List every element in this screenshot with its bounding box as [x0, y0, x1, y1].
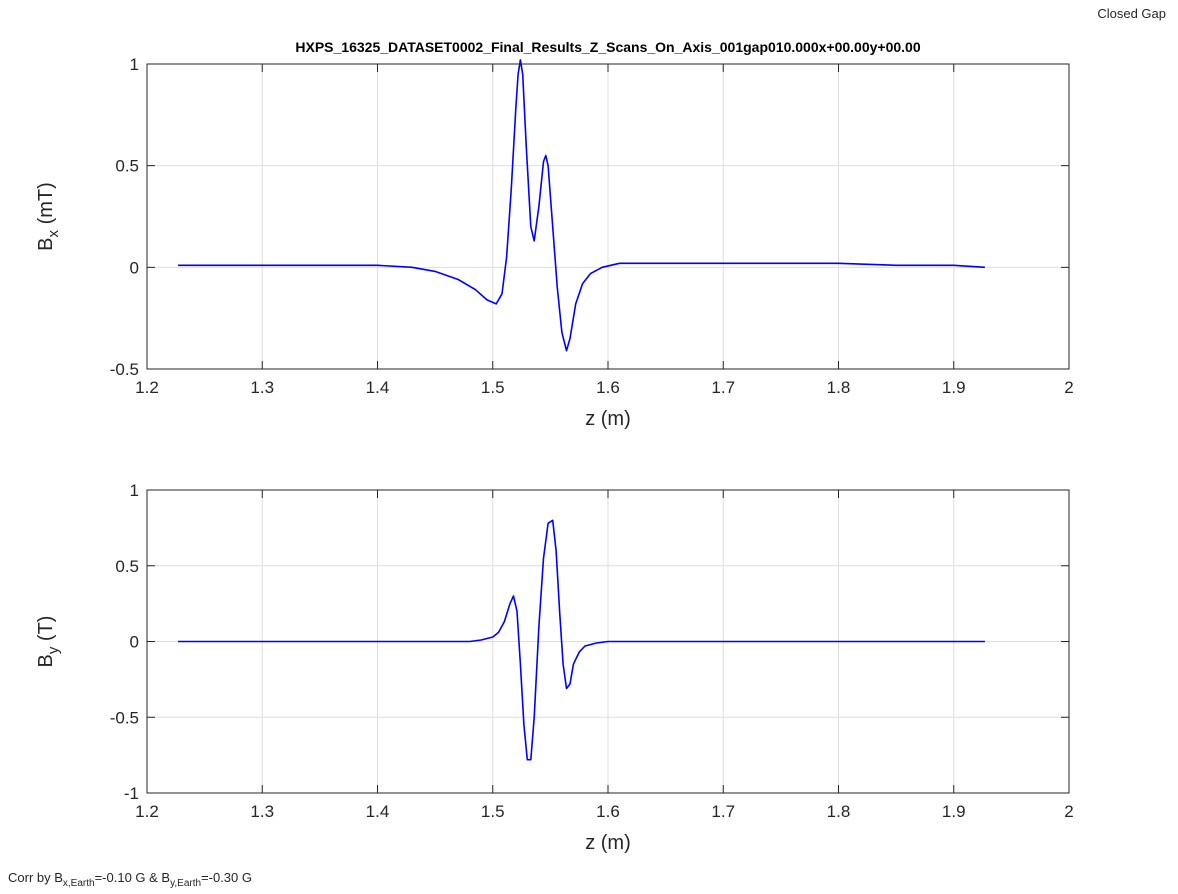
chart1-x-tick-label: 1.8	[827, 802, 851, 821]
chart1-x-tick-label: 1.3	[250, 802, 274, 821]
chart0-y-tick-label: 0.5	[115, 157, 139, 176]
chart1-x-tick-label: 1.9	[942, 802, 966, 821]
chart0-x-tick-label: 1.7	[711, 378, 735, 397]
chart1-x-tick-label: 1.4	[366, 802, 390, 821]
footnote-prefix: Corr by B	[8, 870, 63, 885]
footnote-mid: =-0.10 G & B	[95, 870, 171, 885]
chart0-x-tick-label: 1.3	[250, 378, 274, 397]
chart1-x-tick-label: 2	[1064, 802, 1073, 821]
corner-label: Closed Gap	[1097, 6, 1166, 21]
chart1-y-tick-label: 1	[130, 481, 139, 500]
chart1-y-axis-label-main: B	[35, 654, 57, 667]
chart0-x-axis-label: z (m)	[585, 408, 631, 430]
chart1-y-axis-label-unit: (T)	[35, 616, 57, 647]
chart1-series-line	[178, 519, 985, 761]
chart0-y-axis-label-main: B	[35, 237, 57, 250]
chart0-x-tick-label: 1.8	[827, 378, 851, 397]
chart0-x-tick-label: 1.6	[596, 378, 620, 397]
plot-bx: 1.2 1.3 1.4 1.5 1.6 1.7 1.8 1.9 2 -0.5 0 0.5 1 z (m) B…	[35, 39, 1074, 430]
chart0-series-line	[178, 59, 985, 352]
chart1-y-axis-label-sub: y	[45, 646, 62, 654]
chart1-y-tick-label: 0.5	[115, 557, 139, 576]
chart0-x-tick-label: 2	[1064, 378, 1073, 397]
footnote-sub1: x,Earth	[63, 878, 95, 889]
chart0-title: HXPS_16325_DATASET0002_Final_Results_Z_S…	[295, 39, 920, 55]
chart1-y-tick-label: -1	[124, 784, 139, 803]
chart0-x-tick-label: 1.4	[366, 378, 390, 397]
chart1-x-tick-label: 1.7	[711, 802, 735, 821]
footnote: Corr by Bx,Earth=-0.10 G & By,Earth=-0.3…	[8, 870, 252, 889]
chart0-y-axis-label-unit: (mT)	[35, 182, 57, 230]
chart0-y-tick-label: -0.5	[110, 360, 139, 379]
chart1-x-axis-label: z (m)	[585, 832, 631, 854]
chart0-y-axis-label: Bx (mT)	[35, 182, 62, 251]
chart0-x-tick-label: 1.9	[942, 378, 966, 397]
chart0-y-axis-label-sub: x	[45, 229, 62, 237]
footnote-suffix: =-0.30 G	[201, 870, 252, 885]
chart1-y-axis-label: By (T)	[35, 616, 62, 668]
chart0-y-tick-label: 0	[130, 258, 139, 277]
footnote-sub2: y,Earth	[170, 878, 201, 889]
chart1-x-tick-label: 1.6	[596, 802, 620, 821]
chart1-y-tick-label: -0.5	[110, 708, 139, 727]
chart0-y-tick-label: 1	[130, 55, 139, 74]
chart1-x-tick-label: 1.2	[135, 802, 159, 821]
chart1-x-tick-label: 1.5	[481, 802, 505, 821]
chart0-x-tick-label: 1.2	[135, 378, 159, 397]
plot-by: 1.2 1.3 1.4 1.5 1.6 1.7 1.8 1.9 2 -1 -0.5 0 0.5 1 z (m…	[35, 481, 1074, 854]
chart0-x-tick-label: 1.5	[481, 378, 505, 397]
chart1-y-tick-label: 0	[130, 633, 139, 652]
